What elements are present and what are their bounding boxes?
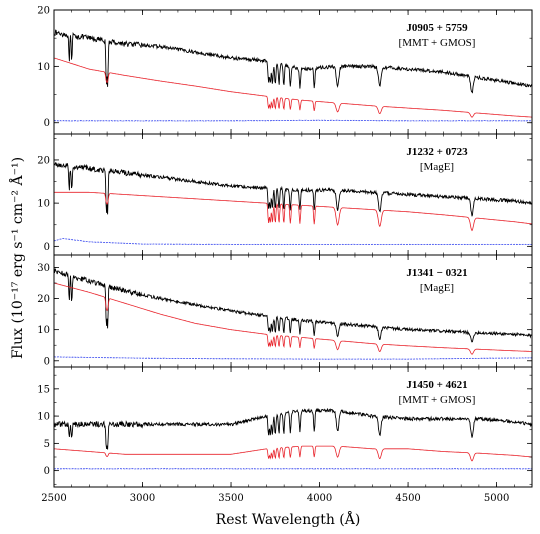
model-spectrum-line (54, 445, 532, 462)
panel-traces (54, 268, 532, 360)
y-tick-label: 10 (37, 412, 50, 423)
panel-traces (54, 29, 532, 122)
panel-frame (53, 366, 533, 488)
y-tick-label: 0 (44, 242, 50, 253)
y-tick-label: 20 (37, 6, 50, 17)
y-axis-title: Flux (10⁻¹⁷ erg s⁻¹ cm⁻² Å⁻¹) (8, 157, 26, 359)
model-spectrum-line (54, 57, 532, 118)
object-name-label: J1450 + 4621 (406, 379, 467, 391)
y-tick-label: 5 (44, 439, 50, 450)
y-tick-label: 20 (37, 155, 50, 166)
spectrum-panel: 0 10 20 30 J1341 − 0321 [MagE] (37, 254, 533, 368)
error-spectrum-line (54, 238, 532, 246)
panel-traces (54, 407, 532, 470)
instrument-label: [MagE] (420, 282, 454, 294)
x-tick-label: 2500 (41, 493, 66, 504)
observed-spectrum-line (54, 268, 532, 343)
x-tick-label: 3500 (218, 493, 243, 504)
observed-spectrum-line (54, 407, 532, 450)
observed-spectrum-line (54, 162, 532, 217)
panel-traces (54, 162, 532, 246)
error-spectrum-line (54, 119, 532, 122)
x-tick-label: 5000 (484, 493, 509, 504)
x-tick-label: 4000 (307, 493, 332, 504)
y-tick-label: 30 (37, 263, 50, 274)
y-tick-label: 15 (37, 384, 50, 395)
model-spectrum-line (54, 191, 532, 232)
object-name-label: J1341 − 0321 (406, 267, 467, 279)
observed-spectrum-line (54, 29, 532, 94)
instrument-label: [MMT + GMOS] (399, 37, 476, 49)
x-axis-title: Rest Wavelength (Å) (216, 510, 361, 528)
instrument-label: [MagE] (420, 161, 454, 173)
spectrum-panel: 0 5 10 15 2500 3000 3500 4000 4500 5000 J1450 + 46… (37, 366, 533, 504)
y-tick-label: 10 (37, 199, 50, 210)
y-tick-label: 0 (44, 118, 50, 129)
spectrum-panel: 0 10 20 J0905 + 5759 [MMT + GMOS] (37, 6, 533, 135)
y-tick-label: 0 (44, 356, 50, 367)
object-name-label: J0905 + 5759 (406, 22, 468, 34)
object-name-label: J1232 + 0723 (406, 146, 468, 158)
model-spectrum-line (54, 282, 532, 355)
x-tick-label: 3000 (130, 493, 155, 504)
error-spectrum-line (54, 356, 532, 360)
x-tick-label: 4500 (395, 493, 420, 504)
y-tick-label: 10 (37, 325, 50, 336)
y-tick-label: 10 (37, 62, 50, 73)
instrument-label: [MMT + GMOS] (399, 394, 476, 406)
y-tick-label: 0 (44, 466, 50, 477)
y-tick-label: 20 (37, 294, 50, 305)
spectrum-panel: 0 10 20 J1232 + 0723 [MagE] (37, 133, 533, 256)
